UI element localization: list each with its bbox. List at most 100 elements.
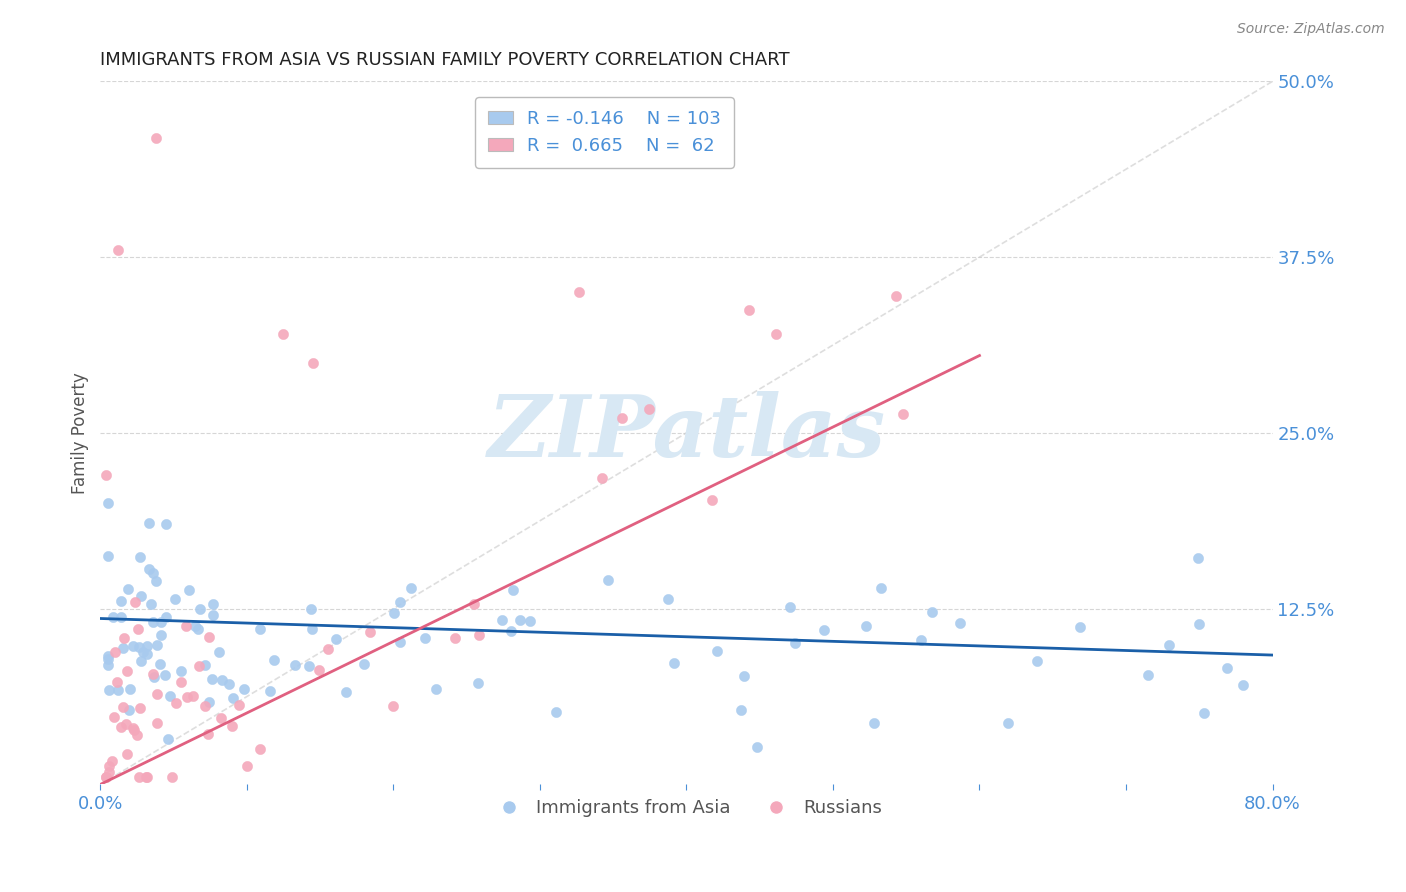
Point [194,658,217,673]
Point [382,607,405,621]
Point [546,705,568,719]
Point [159,689,181,703]
Point [136,648,159,662]
Point [100,755,122,769]
Point [443,632,465,646]
Point [502,582,524,597]
Point [813,623,835,637]
Point [125,729,148,743]
Point [657,591,679,606]
Point [730,702,752,716]
Point [138,562,160,576]
Point [785,636,807,650]
Point [359,625,381,640]
Point [165,696,187,710]
Point [335,685,357,699]
Point [142,667,165,681]
Point [228,698,250,712]
Point [263,653,285,667]
Point [271,327,294,342]
Point [202,607,225,622]
Point [115,664,138,678]
Point [98,759,121,773]
Point [1157,638,1180,652]
Point [97,549,120,563]
Point [165,592,187,607]
Point [112,631,135,645]
Text: Source: ZipAtlas.com: Source: ZipAtlas.com [1237,22,1385,37]
Y-axis label: Family Poverty: Family Poverty [72,372,89,494]
Point [122,640,145,654]
Point [382,698,405,713]
Point [997,715,1019,730]
Point [181,689,204,703]
Point [308,663,330,677]
Point [209,711,232,725]
Point [499,624,522,638]
Point [104,645,127,659]
Point [138,516,160,530]
Point [136,771,159,785]
Point [149,657,172,671]
Point [101,609,124,624]
Point [884,288,907,302]
Point [249,623,271,637]
Point [97,658,120,673]
Point [733,669,755,683]
Point [131,645,153,659]
Point [208,645,231,659]
Point [301,622,323,636]
Point [169,675,191,690]
Point [949,616,972,631]
Point [1188,616,1211,631]
Point [325,632,347,647]
Point [862,716,884,731]
Point [117,582,139,596]
Point [198,695,221,709]
Point [1026,654,1049,668]
Point [706,644,728,658]
Point [197,630,219,644]
Point [201,597,224,611]
Point [96,771,118,785]
Point [302,355,325,369]
Point [491,613,513,627]
Point [591,471,613,485]
Point [232,681,254,696]
Point [177,583,200,598]
Point [150,628,173,642]
Point [110,593,132,607]
Point [910,633,932,648]
Point [425,682,447,697]
Point [259,683,281,698]
Point [467,676,489,690]
Point [146,688,169,702]
Point [97,651,120,665]
Point [129,701,152,715]
Point [1216,661,1239,675]
Point [745,739,768,754]
Point [891,407,914,421]
Point [1187,551,1209,566]
Point [155,668,177,682]
Point [596,574,619,588]
Point [183,619,205,633]
Point [388,595,411,609]
Point [176,690,198,704]
Point [157,731,180,746]
Point [1136,667,1159,681]
Point [145,574,167,588]
Point [221,719,243,733]
Point [299,601,322,615]
Point [194,699,217,714]
Point [519,614,541,628]
Point [146,716,169,731]
Point [218,677,240,691]
Point [110,610,132,624]
Point [638,402,661,417]
Point [143,670,166,684]
Text: IMMIGRANTS FROM ASIA VS RUSSIAN FAMILY POVERTY CORRELATION CHART: IMMIGRANTS FROM ASIA VS RUSSIAN FAMILY P… [100,51,790,69]
Point [211,673,233,688]
Point [413,631,436,645]
Point [131,654,153,668]
